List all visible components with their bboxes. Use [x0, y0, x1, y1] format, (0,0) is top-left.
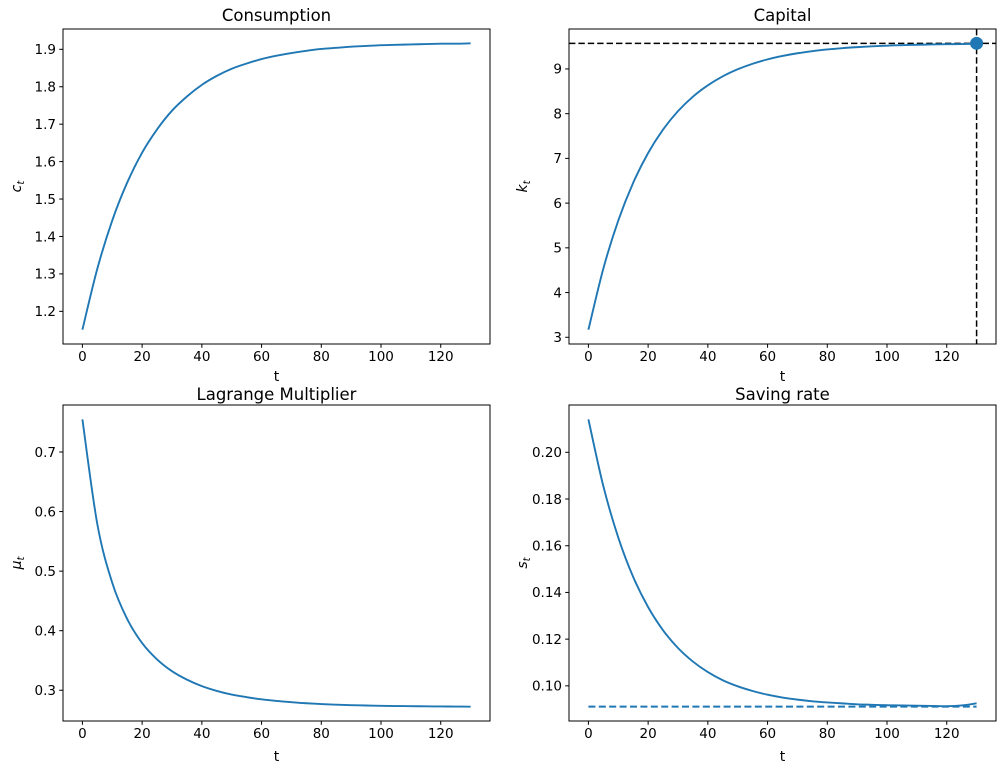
axes-spines: [62, 404, 491, 722]
x-tick-label: 60: [253, 349, 270, 365]
y-tick-label: 0.18: [532, 492, 562, 508]
x-tick-label: 60: [759, 349, 776, 365]
subplot-consumption: Consumption t ct 0 20 40 60 80 100 120 1.2 1.3 1.…: [9, 6, 491, 385]
y-tick-label: 0.14: [532, 585, 562, 601]
y-tick-label: 6: [553, 196, 562, 212]
x-tick-label: 0: [78, 726, 87, 742]
y-tick-label: 1.4: [35, 229, 56, 245]
y-tick-label: 0.7: [35, 445, 56, 461]
axes-saving-rate: 0 20 40 60 80 100 120 0.10 0.12 0.14 0.16 0.18 0.20: [532, 404, 997, 742]
y-tick-label: 0.5: [35, 564, 56, 580]
series-consumption: [81, 42, 471, 330]
y-tick-label: 1.7: [35, 117, 56, 133]
y-tick-label: 1.6: [35, 154, 56, 170]
subplot-title: Capital: [754, 6, 812, 25]
subplot-saving-rate: Saving rate t st 0 20 40 60 80 100 120 0.10 0.12…: [515, 385, 997, 765]
x-axis-label: t: [274, 369, 280, 385]
x-tick-label: 100: [368, 726, 394, 742]
axes-consumption: 0 20 40 60 80 100 120 1.2 1.3 1.4 1.5 1.6 1.7 1.8 1.9: [35, 28, 491, 365]
y-tick-label: 8: [553, 106, 562, 122]
x-axis-label: t: [274, 749, 280, 765]
x-tick-label: 40: [193, 726, 210, 742]
x-tick-label: 40: [193, 349, 210, 365]
axes-spines: [568, 404, 997, 722]
series-saving-rate: [587, 419, 977, 708]
x-tick-label: 20: [640, 726, 657, 742]
y-tick-label: 7: [553, 151, 562, 167]
y-tick-label: 5: [553, 241, 562, 257]
y-tick-label: 4: [553, 285, 562, 301]
x-tick-label: 80: [313, 726, 330, 742]
y-tick-label: 0.6: [35, 504, 56, 520]
axes-capital: 0 20 40 60 80 100 120 3 4 5 6 7 8 9: [553, 28, 997, 365]
x-tick-label: 120: [934, 349, 960, 365]
x-tick-label: 60: [253, 726, 270, 742]
x-tick-label: 40: [699, 349, 716, 365]
x-tick-label: 100: [874, 349, 900, 365]
x-tick-label: 60: [759, 726, 776, 742]
x-tick-label: 20: [134, 726, 151, 742]
x-tick-label: 20: [640, 349, 657, 365]
y-tick-label: 1.8: [35, 80, 56, 96]
subplot-lagrange-multiplier: Lagrange Multiplier t μt 0 20 40 60 80 100 120…: [9, 385, 491, 765]
x-tick-label: 0: [584, 349, 593, 365]
y-tick-label: 1.9: [35, 42, 56, 58]
steady-state-marker: [970, 36, 984, 50]
series-capital: [587, 42, 977, 330]
x-tick-label: 120: [428, 726, 454, 742]
series-lagrange-multiplier: [81, 419, 471, 708]
x-tick-label: 80: [819, 726, 836, 742]
y-axis-label: st: [515, 556, 533, 568]
x-tick-label: 80: [819, 349, 836, 365]
x-tick-label: 40: [699, 726, 716, 742]
x-tick-label: 20: [134, 349, 151, 365]
y-tick-label: 9: [553, 62, 562, 78]
x-tick-label: 100: [368, 349, 394, 365]
y-tick-label: 1.3: [35, 267, 56, 283]
x-tick-label: 120: [934, 726, 960, 742]
y-tick-label: 3: [553, 330, 562, 346]
axes-spines: [568, 28, 997, 345]
y-tick-label: 0.16: [532, 539, 562, 555]
y-tick-label: 1.2: [35, 304, 56, 320]
subplot-capital: Capital t kt 0 20 40 60 80 100 120 3 4 5 6 7 8 9: [515, 6, 997, 385]
axes-spines: [62, 28, 491, 345]
x-axis-label: t: [780, 369, 786, 385]
x-tick-label: 0: [584, 726, 593, 742]
subplot-title: Lagrange Multiplier: [197, 385, 357, 404]
y-tick-label: 0.20: [532, 445, 562, 461]
x-tick-label: 80: [313, 349, 330, 365]
y-tick-label: 0.4: [35, 623, 56, 639]
x-tick-label: 0: [78, 349, 87, 365]
y-tick-label: 0.3: [35, 683, 56, 699]
subplot-title: Saving rate: [735, 385, 830, 404]
y-tick-label: 0.12: [532, 632, 562, 648]
x-axis-label: t: [780, 749, 786, 765]
y-axis-label: μt: [9, 556, 27, 571]
y-tick-label: 1.5: [35, 192, 56, 208]
axes-lagrange-multiplier: 0 20 40 60 80 100 120 0.3 0.4 0.5 0.6 0.7: [35, 404, 491, 742]
y-axis-label: ct: [9, 180, 27, 193]
subplot-title: Consumption: [222, 6, 331, 25]
y-tick-label: 0.10: [532, 679, 562, 695]
x-tick-label: 100: [874, 726, 900, 742]
y-axis-label: kt: [515, 179, 533, 192]
x-tick-label: 120: [428, 349, 454, 365]
